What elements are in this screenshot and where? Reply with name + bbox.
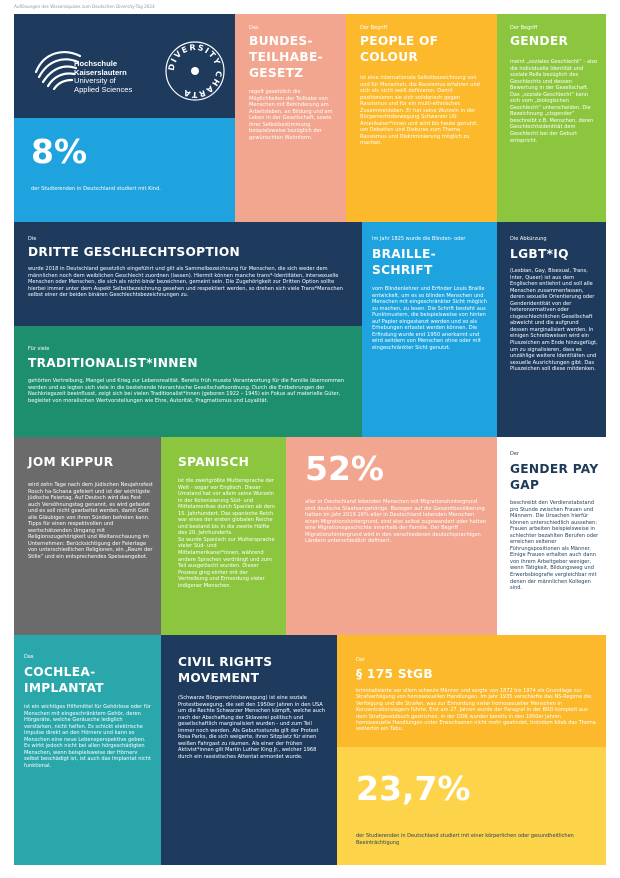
traditionalist-pre: Für viele [28, 346, 50, 352]
dritte-title: DRITTE GESCHLECHTSOPTION [28, 245, 240, 259]
stgb-title: § 175 StGB [356, 667, 433, 681]
tile-genderpay: Der GENDER PAY GAP beschreibt den Verdie… [497, 437, 606, 635]
tile-spanisch: SPANISCH ist die zweitgrößte Muttersprac… [161, 437, 286, 635]
header-caption: Auflösungen des Wissensquizes zum Deutsc… [14, 4, 155, 9]
logo-text: Hochschule Kaiserslautern University of … [74, 59, 133, 94]
gender-body: meint „soziales Geschlecht“ - also die i… [510, 59, 598, 144]
tile-civilrights: CIVIL RIGHTS MOVEMENT (Schwarze Bürgerre… [161, 635, 337, 865]
tile-jomkippur: JOM KIPPUR wird zehn Tage nach dem jüdis… [14, 437, 161, 635]
tile-cochlea: Das COCHLEA- IMPLANTAT ist ein wichtiges… [14, 635, 161, 865]
traditionalist-title: TRADITIONALIST*INNEN [28, 356, 198, 370]
cochlea-body: ist ein wichtiges Hilfsmittel für Gehörl… [24, 704, 151, 769]
civilrights-title: CIVIL RIGHTS MOVEMENT [178, 655, 273, 685]
civilrights-body: (Schwarze Bürgerrechtsbewegung) ist eine… [178, 695, 326, 760]
genderpay-body: beschreibt den Verdienstabstand pro Stun… [510, 500, 599, 592]
traditionalist-body: gehörten Vertreibung, Mangel und Krieg z… [28, 378, 345, 404]
jomkippur-title: JOM KIPPUR [28, 455, 114, 469]
stgb-body: kriminalisierte vor allem schwule Männer… [356, 688, 596, 733]
cochlea-pre: Das [24, 654, 34, 660]
university-logo-icon [34, 51, 82, 91]
tile-braille: Im Jahr 1825 wurde die Blinden- oder BRA… [362, 222, 497, 437]
logo-line-1: Hochschule [74, 59, 118, 68]
tile-poc: Der Begriff PEOPLE OF COLOUR ist eine in… [346, 14, 497, 222]
logo-tile: Hochschule Kaiserslautern University of … [14, 14, 235, 118]
lgbtiq-pre: Die Abkürzung [510, 236, 547, 242]
spanisch-title: SPANISCH [178, 455, 250, 469]
braille-title: BRAILLE- SCHRIFT [372, 247, 436, 277]
migration-body: aller in Deutschland lebenden Menschen m… [305, 499, 487, 545]
tile-kind: 8% der Studierenden in Deutschland studi… [14, 118, 235, 222]
beeintraechtigung-caption: der Studierenden in Deutschland studiert… [356, 833, 574, 846]
tile-stgb: Der § 175 StGB kriminalisierte vor allem… [337, 635, 606, 747]
poc-title: PEOPLE OF COLOUR [360, 34, 439, 64]
logo-line-2: Kaiserslautern [74, 67, 127, 77]
dritte-body: wurde 2018 in Deutschland gesetzlich ein… [28, 266, 343, 299]
braille-pre: Im Jahr 1825 wurde die Blinden- oder [372, 236, 466, 242]
spanisch-body: ist die zweitgrößte Muttersprache der We… [178, 478, 275, 589]
tile-dritte: Die DRITTE GESCHLECHTSOPTION wurde 2018 … [14, 222, 362, 326]
tile-teilhabe: Das BUNDES- TEILHABE- GESETZ regelt gese… [235, 14, 346, 222]
teilhabe-body: regelt gesetzlich die Möglichkeiten der … [249, 89, 333, 141]
cochlea-title: COCHLEA- IMPLANTAT [24, 665, 104, 695]
logo-line-4: Applied Sciences [74, 84, 133, 94]
lgbtiq-title: LGBT*IQ [510, 247, 569, 261]
migration-percent: 52% [305, 449, 384, 488]
gender-title: GENDER [510, 34, 569, 48]
gender-pre: Der Begriff [510, 25, 538, 31]
poc-pre: Der Begriff [360, 25, 388, 31]
teilhabe-title: BUNDES- TEILHABE- GESETZ [249, 34, 323, 80]
teilhabe-pre: Das [249, 25, 259, 31]
stgb-pre: Der [356, 657, 365, 663]
poc-body: ist eine internationale Selbstbezeichnun… [360, 75, 480, 147]
tile-lgbtiq: Die Abkürzung LGBT*IQ (Lesbian, Gay, Bis… [497, 222, 606, 437]
braille-body: vom Blindenlehrer und Erfinder Louis Bra… [372, 286, 487, 351]
genderpay-title: GENDER PAY GAP [510, 462, 599, 492]
beeintraechtigung-percent: 23,7% [356, 769, 471, 808]
kind-caption: der Studierenden in Deutschland studiert… [31, 186, 161, 192]
genderpay-pre: Der [510, 451, 519, 457]
tile-beeintraechtigung: 23,7% der Studierenden in Deutschland st… [337, 747, 606, 865]
kind-percent: 8% [31, 132, 88, 171]
diversity-charta-badge-icon: DIVERSITY CHARTA [165, 41, 225, 101]
dritte-pre: Die [28, 236, 37, 242]
tile-traditionalist: Für viele TRADITIONALIST*INNEN gehörten … [14, 326, 362, 437]
tile-gender: Der Begriff GENDER meint „soziales Gesch… [497, 14, 606, 222]
logo-line-3: University of [74, 76, 116, 86]
jomkippur-body: wird zehn Tage nach dem jüdischen Neujah… [28, 482, 153, 561]
lgbtiq-body: (Lesbian, Gay, Bisexual, Trans, Inter, Q… [510, 268, 598, 373]
tile-migration: 52% aller in Deutschland lebenden Mensch… [286, 437, 497, 635]
